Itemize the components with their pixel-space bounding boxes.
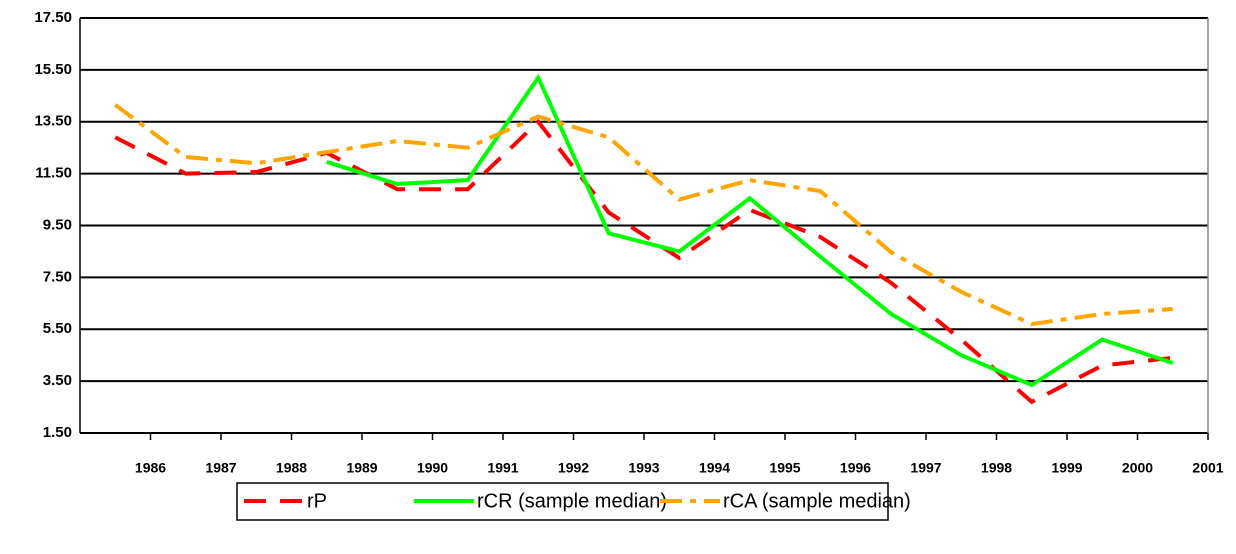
- y-tick-label: 5.50: [43, 320, 72, 337]
- legend-label: rCA (sample median): [723, 490, 911, 512]
- series-line: [114, 118, 1173, 405]
- x-tick-label: 1998: [981, 460, 1012, 476]
- x-tick-label: 1996: [840, 460, 871, 476]
- x-tick-label: 1995: [769, 460, 800, 476]
- x-tick-label: 1992: [558, 460, 589, 476]
- x-tick-label: 1997: [910, 460, 941, 476]
- series-line: [326, 73, 1174, 388]
- y-tick-label: 13.50: [34, 113, 72, 130]
- x-tick-label: 1999: [1051, 460, 1082, 476]
- x-tick-label: 1993: [628, 460, 659, 476]
- y-tick-label: 7.50: [43, 268, 72, 285]
- y-tick-label: 3.50: [43, 372, 72, 389]
- x-tick-label: 2001: [1192, 460, 1223, 476]
- x-tick-label: 1988: [276, 460, 307, 476]
- y-tick-label: 11.50: [35, 165, 72, 182]
- x-tick-label: 1991: [487, 460, 518, 476]
- y-tick-label: 1.50: [43, 424, 72, 441]
- x-tick-label: 1987: [205, 460, 236, 476]
- y-tick-label: 15.50: [34, 61, 72, 78]
- x-tick-label: 1986: [135, 460, 166, 476]
- x-tick-label: 1990: [417, 460, 448, 476]
- y-tick-label: 17.50: [34, 9, 72, 26]
- y-tick-label: 9.50: [43, 216, 72, 233]
- series-line: [114, 103, 1173, 327]
- legend-box: [236, 482, 889, 521]
- x-tick-label: 1994: [699, 460, 730, 476]
- legend-label: rCR (sample median): [477, 490, 667, 512]
- x-tick-label: 2000: [1122, 460, 1153, 476]
- legend-label: rP: [307, 490, 327, 512]
- x-tick-label: 1989: [346, 460, 377, 476]
